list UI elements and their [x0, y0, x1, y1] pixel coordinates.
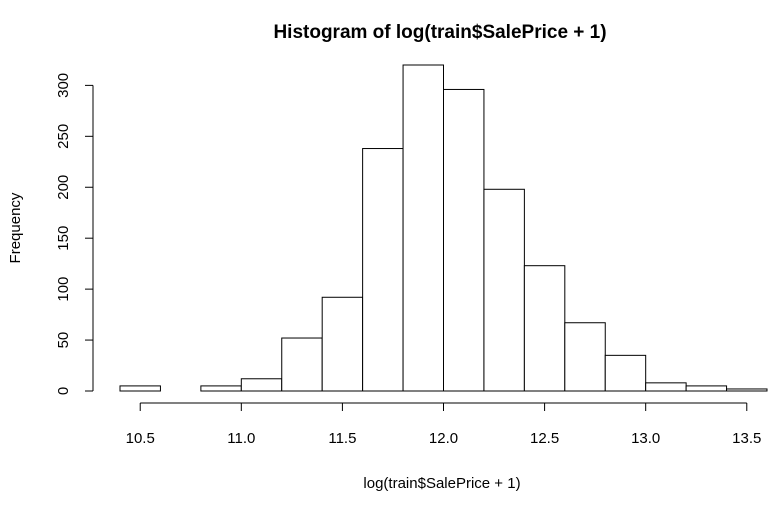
y-axis-label: Frequency: [7, 192, 24, 263]
y-tick-label: 50: [55, 332, 72, 349]
histogram-bar: [685, 385, 728, 392]
x-axis-label: log(train$SalePrice + 1): [363, 475, 520, 492]
x-tick-label: 13.5: [732, 430, 761, 447]
y-tick-label: 100: [55, 277, 72, 302]
y-tick-label: 0: [55, 387, 72, 395]
x-tick-label: 11.0: [227, 430, 255, 447]
y-tick-label: 200: [55, 175, 72, 200]
histogram-bar: [443, 88, 485, 392]
chart-title: Histogram of log(train$SalePrice + 1): [273, 22, 606, 43]
histogram-bar: [240, 378, 283, 392]
histogram-bar: [645, 382, 687, 392]
histogram-bar: [119, 385, 161, 392]
histogram-bar: [200, 385, 242, 392]
histogram-bar: [523, 265, 566, 392]
x-axis: 10.5 11.0 11.5 12.0 12.5 13.0 13.5: [126, 402, 761, 447]
histogram-bar: [564, 322, 606, 392]
bars-group: [119, 64, 768, 392]
histogram-bar: [321, 296, 364, 392]
y-tick-label: 150: [55, 226, 72, 251]
x-tick-label: 11.5: [328, 430, 356, 447]
x-tick-label: 13.0: [631, 430, 660, 447]
y-axis: 0 50 100 150 200 250 300: [55, 73, 94, 395]
histogram-bar: [362, 148, 404, 392]
histogram-bar: [402, 64, 444, 392]
x-tick-label: 12.0: [429, 430, 458, 447]
x-tick-label: 12.5: [530, 430, 559, 447]
x-tick-label: 10.5: [126, 430, 155, 447]
histogram-bar: [726, 388, 768, 392]
histogram-bar: [483, 188, 525, 392]
y-tick-label: 250: [55, 124, 72, 149]
y-tick-label: 300: [55, 73, 72, 98]
histogram-bar: [604, 354, 647, 392]
histogram-bar: [281, 337, 323, 392]
